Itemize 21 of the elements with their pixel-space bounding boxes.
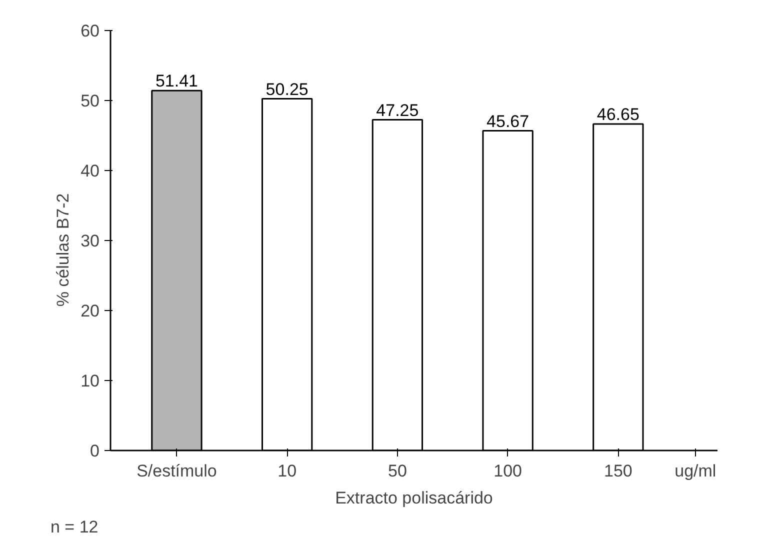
x-axis-title: Extracto polisacárido [335,488,493,508]
y-tick-label: 40 [80,162,100,180]
data-label: 50.25 [266,80,308,99]
text: ug/ml [674,462,716,480]
data-label: 46.65 [596,104,640,124]
y-tick-label: 60 [80,22,100,40]
x-tick-label: 150 [604,462,632,480]
y-tick-label: 0 [90,442,100,460]
y-tick-label: 50 [80,92,100,110]
x-tick-label: 100 [494,462,522,480]
x-tick-label: S/estímulo [136,462,217,480]
x-tick-label: 10 [278,462,297,480]
x-tick-label: 50 [388,462,407,480]
text: n = 12 [50,518,98,536]
data-label: 51.41 [155,72,198,91]
data-label: 45.67 [486,112,530,131]
data-label: 47.25 [376,100,419,120]
y-axis-title: % células B7-2 [54,193,73,307]
y-tick-label: 20 [80,302,100,320]
y-tick-label: 30 [80,232,100,250]
y-tick-label: 10 [80,372,100,390]
